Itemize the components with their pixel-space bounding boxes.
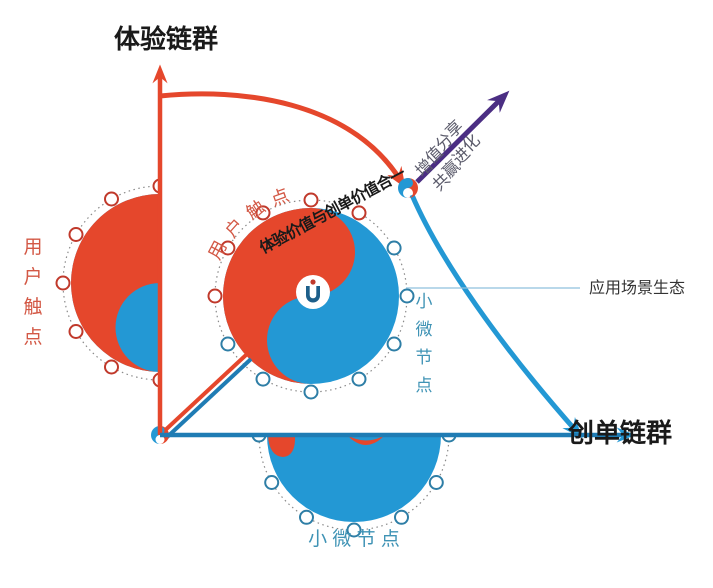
svg-text:创单链群: 创单链群 bbox=[567, 418, 672, 448]
svg-text:点: 点 bbox=[268, 185, 292, 210]
svg-text:体验链群: 体验链群 bbox=[114, 24, 218, 54]
svg-text:用: 用 bbox=[23, 237, 42, 258]
svg-text:点: 点 bbox=[416, 376, 433, 395]
svg-text:户: 户 bbox=[23, 266, 42, 288]
svg-text:小 微 节 点: 小 微 节 点 bbox=[308, 528, 400, 550]
svg-text:触: 触 bbox=[23, 296, 42, 318]
svg-text:节: 节 bbox=[416, 348, 433, 367]
svg-text:户: 户 bbox=[221, 215, 248, 242]
svg-text:小: 小 bbox=[416, 292, 433, 311]
svg-text:点: 点 bbox=[23, 326, 42, 348]
svg-text:微: 微 bbox=[416, 320, 433, 339]
svg-text:应用场景生态: 应用场景生态 bbox=[589, 278, 685, 297]
